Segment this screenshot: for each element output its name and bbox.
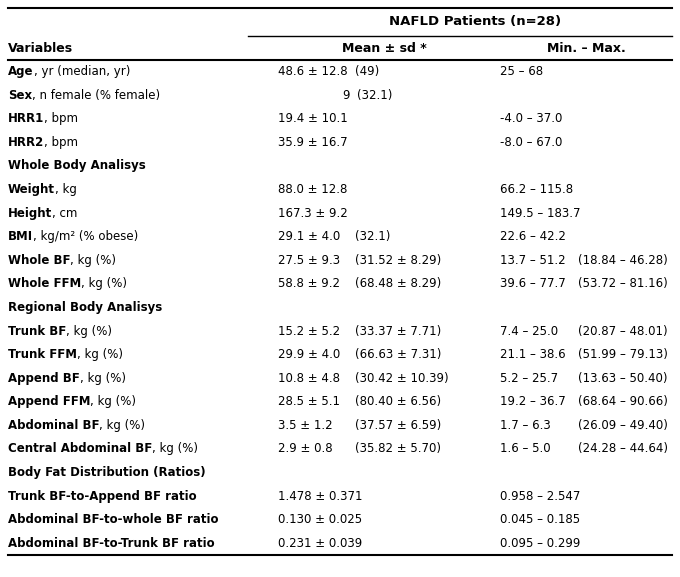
Text: Whole BF: Whole BF bbox=[8, 254, 71, 267]
Text: , kg (%): , kg (%) bbox=[90, 395, 137, 409]
Text: Whole Body Analisys: Whole Body Analisys bbox=[8, 159, 146, 173]
Text: HRR1: HRR1 bbox=[8, 113, 44, 125]
Text: (51.99 – 79.13): (51.99 – 79.13) bbox=[578, 349, 668, 361]
Text: (24.28 – 44.64): (24.28 – 44.64) bbox=[578, 442, 668, 455]
Text: , kg/m² (% obese): , kg/m² (% obese) bbox=[33, 230, 138, 243]
Text: , cm: , cm bbox=[52, 207, 78, 220]
Text: Whole FFM: Whole FFM bbox=[8, 278, 81, 290]
Text: (35.82 ± 5.70): (35.82 ± 5.70) bbox=[355, 442, 441, 455]
Text: (66.63 ± 7.31): (66.63 ± 7.31) bbox=[355, 349, 441, 361]
Text: Min. – Max.: Min. – Max. bbox=[547, 42, 626, 54]
Text: 19.2 – 36.7: 19.2 – 36.7 bbox=[500, 395, 566, 409]
Text: (30.42 ± 10.39): (30.42 ± 10.39) bbox=[355, 372, 449, 385]
Text: 22.6 – 42.2: 22.6 – 42.2 bbox=[500, 230, 566, 243]
Text: 3.5 ± 1.2: 3.5 ± 1.2 bbox=[278, 419, 333, 432]
Text: 88.0 ± 12.8: 88.0 ± 12.8 bbox=[278, 183, 347, 196]
Text: Append FFM: Append FFM bbox=[8, 395, 90, 409]
Text: 0.130 ± 0.025: 0.130 ± 0.025 bbox=[278, 514, 362, 526]
Text: (68.64 – 90.66): (68.64 – 90.66) bbox=[578, 395, 668, 409]
Text: (80.40 ± 6.56): (80.40 ± 6.56) bbox=[355, 395, 441, 409]
Text: , kg (%): , kg (%) bbox=[99, 419, 146, 432]
Text: Append BF: Append BF bbox=[8, 372, 80, 385]
Text: 0.231 ± 0.039: 0.231 ± 0.039 bbox=[278, 537, 362, 550]
Text: 149.5 – 183.7: 149.5 – 183.7 bbox=[500, 207, 581, 220]
Text: 10.8 ± 4.8: 10.8 ± 4.8 bbox=[278, 372, 340, 385]
Text: 0.095 – 0.299: 0.095 – 0.299 bbox=[500, 537, 580, 550]
Text: 15.2 ± 5.2: 15.2 ± 5.2 bbox=[278, 325, 340, 338]
Text: -8.0 – 67.0: -8.0 – 67.0 bbox=[500, 136, 562, 149]
Text: , kg (%): , kg (%) bbox=[81, 278, 127, 290]
Text: 39.6 – 77.7: 39.6 – 77.7 bbox=[500, 278, 566, 290]
Text: Central Abdominal BF: Central Abdominal BF bbox=[8, 442, 152, 455]
Text: 2.9 ± 0.8: 2.9 ± 0.8 bbox=[278, 442, 333, 455]
Text: Abdominal BF: Abdominal BF bbox=[8, 419, 99, 432]
Text: 28.5 ± 5.1: 28.5 ± 5.1 bbox=[278, 395, 340, 409]
Text: 66.2 – 115.8: 66.2 – 115.8 bbox=[500, 183, 573, 196]
Text: Body Fat Distribution (Ratios): Body Fat Distribution (Ratios) bbox=[8, 466, 205, 479]
Text: 21.1 – 38.6: 21.1 – 38.6 bbox=[500, 349, 566, 361]
Text: Height: Height bbox=[8, 207, 52, 220]
Text: Variables: Variables bbox=[8, 42, 73, 54]
Text: Mean ± sd *: Mean ± sd * bbox=[341, 42, 426, 54]
Text: 9: 9 bbox=[343, 89, 350, 102]
Text: Trunk BF: Trunk BF bbox=[8, 325, 66, 338]
Text: 7.4 – 25.0: 7.4 – 25.0 bbox=[500, 325, 558, 338]
Text: 58.8 ± 9.2: 58.8 ± 9.2 bbox=[278, 278, 340, 290]
Text: 25 – 68: 25 – 68 bbox=[500, 65, 543, 78]
Text: (32.1): (32.1) bbox=[357, 89, 392, 102]
Text: 167.3 ± 9.2: 167.3 ± 9.2 bbox=[278, 207, 347, 220]
Text: (33.37 ± 7.71): (33.37 ± 7.71) bbox=[355, 325, 441, 338]
Text: (68.48 ± 8.29): (68.48 ± 8.29) bbox=[355, 278, 441, 290]
Text: , kg (%): , kg (%) bbox=[71, 254, 116, 267]
Text: NAFLD Patients (n=28): NAFLD Patients (n=28) bbox=[389, 16, 561, 28]
Text: , n female (% female): , n female (% female) bbox=[32, 89, 160, 102]
Text: , kg (%): , kg (%) bbox=[66, 325, 112, 338]
Text: 1.6 – 5.0: 1.6 – 5.0 bbox=[500, 442, 551, 455]
Text: (37.57 ± 6.59): (37.57 ± 6.59) bbox=[355, 419, 441, 432]
Text: 0.958 – 2.547: 0.958 – 2.547 bbox=[500, 490, 580, 503]
Text: BMI: BMI bbox=[8, 230, 33, 243]
Text: 29.9 ± 4.0: 29.9 ± 4.0 bbox=[278, 349, 340, 361]
Text: 35.9 ± 16.7: 35.9 ± 16.7 bbox=[278, 136, 347, 149]
Text: (49): (49) bbox=[355, 65, 379, 78]
Text: Abdominal BF-to-Trunk BF ratio: Abdominal BF-to-Trunk BF ratio bbox=[8, 537, 215, 550]
Text: Regional Body Analisys: Regional Body Analisys bbox=[8, 301, 163, 314]
Text: (13.63 – 50.40): (13.63 – 50.40) bbox=[578, 372, 668, 385]
Text: 27.5 ± 9.3: 27.5 ± 9.3 bbox=[278, 254, 340, 267]
Text: , kg: , kg bbox=[55, 183, 77, 196]
Text: 1.7 – 6.3: 1.7 – 6.3 bbox=[500, 419, 551, 432]
Text: Trunk BF-to-Append BF ratio: Trunk BF-to-Append BF ratio bbox=[8, 490, 197, 503]
Text: 5.2 – 25.7: 5.2 – 25.7 bbox=[500, 372, 558, 385]
Text: Age: Age bbox=[8, 65, 33, 78]
Text: , bpm: , bpm bbox=[44, 136, 78, 149]
Text: Weight: Weight bbox=[8, 183, 55, 196]
Text: (18.84 – 46.28): (18.84 – 46.28) bbox=[578, 254, 668, 267]
Text: 13.7 – 51.2: 13.7 – 51.2 bbox=[500, 254, 566, 267]
Text: Abdominal BF-to-whole BF ratio: Abdominal BF-to-whole BF ratio bbox=[8, 514, 218, 526]
Text: (53.72 – 81.16): (53.72 – 81.16) bbox=[578, 278, 668, 290]
Text: , kg (%): , kg (%) bbox=[77, 349, 123, 361]
Text: HRR2: HRR2 bbox=[8, 136, 44, 149]
Text: 19.4 ± 10.1: 19.4 ± 10.1 bbox=[278, 113, 347, 125]
Text: 1.478 ± 0.371: 1.478 ± 0.371 bbox=[278, 490, 362, 503]
Text: Sex: Sex bbox=[8, 89, 32, 102]
Text: (32.1): (32.1) bbox=[355, 230, 390, 243]
Text: 29.1 ± 4.0: 29.1 ± 4.0 bbox=[278, 230, 340, 243]
Text: -4.0 – 37.0: -4.0 – 37.0 bbox=[500, 113, 562, 125]
Text: (31.52 ± 8.29): (31.52 ± 8.29) bbox=[355, 254, 441, 267]
Text: , yr (median, yr): , yr (median, yr) bbox=[33, 65, 130, 78]
Text: , bpm: , bpm bbox=[44, 113, 78, 125]
Text: 0.045 – 0.185: 0.045 – 0.185 bbox=[500, 514, 580, 526]
Text: (20.87 – 48.01): (20.87 – 48.01) bbox=[578, 325, 668, 338]
Text: , kg (%): , kg (%) bbox=[152, 442, 199, 455]
Text: , kg (%): , kg (%) bbox=[80, 372, 126, 385]
Text: Trunk FFM: Trunk FFM bbox=[8, 349, 77, 361]
Text: (26.09 – 49.40): (26.09 – 49.40) bbox=[578, 419, 668, 432]
Text: 48.6 ± 12.8: 48.6 ± 12.8 bbox=[278, 65, 347, 78]
